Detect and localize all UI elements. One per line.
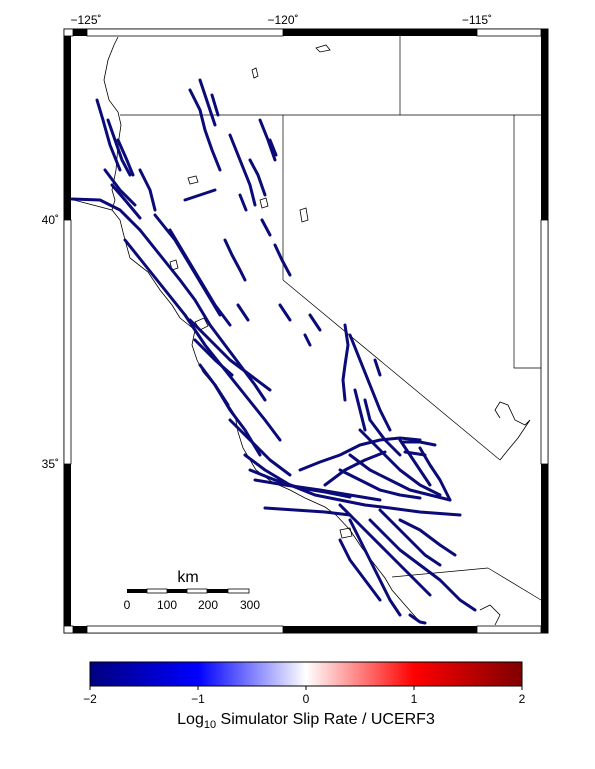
colorbar: −2 −1 0 1 2 Log10 Simulator Slip Rate / … — [83, 661, 526, 731]
scale-tick-300: 300 — [240, 598, 260, 612]
colorbar-gradient — [89, 661, 523, 687]
colorbar-tick-2: 2 — [519, 692, 526, 706]
colorbar-title-rest: Simulator Slip Rate / UCERF3 — [216, 711, 435, 728]
map-frame — [63, 28, 549, 634]
lon-label-125: −125˚ — [70, 13, 101, 27]
scale-bar: km 0 100 200 300 — [124, 569, 261, 612]
fault-traces — [70, 78, 477, 625]
lon-label-115: −115˚ — [462, 13, 492, 27]
lat-label-35: 35˚ — [42, 457, 59, 471]
state-borders — [120, 36, 542, 601]
colorbar-title-main: Log — [177, 711, 204, 728]
lon-label-120: −120˚ — [267, 13, 298, 27]
scale-tick-0: 0 — [124, 598, 131, 612]
colorbar-tick-neg2: −2 — [83, 692, 97, 706]
colorbar-tick-0: 0 — [303, 692, 310, 706]
scale-bar-unit: km — [177, 569, 198, 586]
scale-tick-100: 100 — [157, 598, 177, 612]
colorbar-title: Log10 Simulator Slip Rate / UCERF3 — [177, 711, 435, 731]
colorbar-title-subscript: 10 — [204, 719, 216, 731]
lat-label-40: 40˚ — [42, 213, 59, 227]
scale-tick-200: 200 — [198, 598, 218, 612]
colorbar-tick-neg1: −1 — [191, 692, 205, 706]
colorbar-tick-1: 1 — [411, 692, 418, 706]
